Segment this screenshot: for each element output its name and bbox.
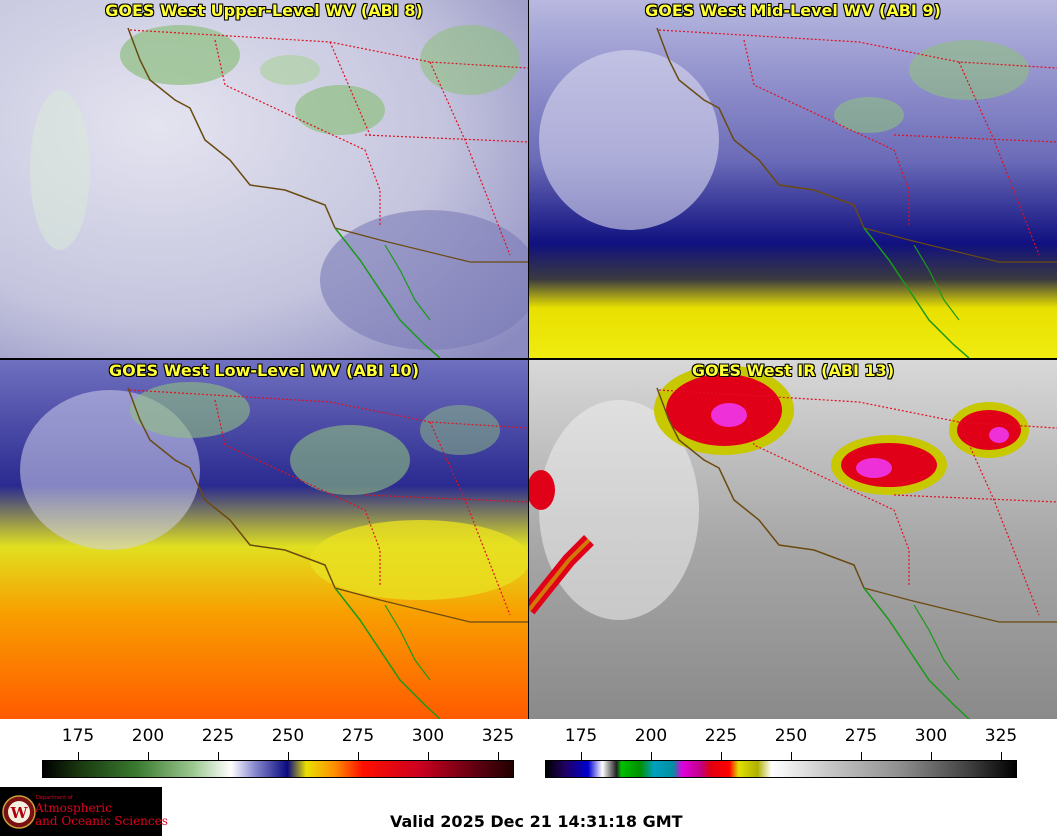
ir-tick-mark [861, 752, 862, 760]
wv-tick-label: 250 [271, 726, 305, 746]
wv-tick-mark [428, 752, 429, 760]
panel-upper-level-wv: GOES West Upper-Level WV (ABI 8) [0, 0, 528, 358]
ir-tick-label: 200 [634, 726, 668, 746]
logo-atmospheric: Atmospheric [35, 801, 112, 815]
wv-tick-mark [148, 752, 149, 760]
wv-colorbar: 175 200 225 250 275 300 325 [0, 726, 528, 806]
panel-title: GOES West Low-Level WV (ABI 10) [108, 361, 419, 380]
ir-tick-label: 250 [774, 726, 808, 746]
wv-tick-mark [498, 752, 499, 760]
wv-tick-label: 225 [201, 726, 235, 746]
wv-tick-mark [218, 752, 219, 760]
wv-tick-label: 200 [131, 726, 165, 746]
wv-tick-label: 300 [411, 726, 445, 746]
panel-title: GOES West IR (ABI 13) [691, 361, 895, 380]
ir-tick-label: 325 [984, 726, 1018, 746]
wv-tick-label: 325 [481, 726, 515, 746]
panel-mid-level-wv: GOES West Mid-Level WV (ABI 9) [529, 0, 1057, 358]
panel-ir: GOES West IR (ABI 13) [529, 360, 1057, 719]
ir-colorbar: 175 200 225 250 275 300 325 [529, 726, 1057, 806]
wv-tick-label: 275 [341, 726, 375, 746]
ir-tick-label: 175 [564, 726, 598, 746]
panel-divider-horizontal [0, 358, 1057, 360]
ir-tick-label: 300 [914, 726, 948, 746]
logo-dept-of: Department of [36, 795, 73, 801]
wv-tick-label: 175 [61, 726, 95, 746]
mid-level-wv-image [529, 0, 1057, 358]
uw-seal-icon: W [2, 795, 36, 829]
panel-low-level-wv: GOES West Low-Level WV (ABI 10) [0, 360, 528, 719]
ir-tick-mark [581, 752, 582, 760]
wv-tick-mark [288, 752, 289, 760]
upper-level-wv-image [0, 0, 528, 358]
valid-time: Valid 2025 Dec 21 14:31:18 GMT [390, 812, 683, 831]
ir-tick-mark [651, 752, 652, 760]
aos-logo: W Department of Atmospheric and Oceanic … [0, 787, 168, 836]
ir-image [529, 360, 1057, 719]
svg-text:W: W [10, 804, 29, 822]
ir-tick-mark [931, 752, 932, 760]
logo-oceanic-sciences: and Oceanic Sciences [35, 814, 168, 828]
wv-tick-mark [358, 752, 359, 760]
ir-tick-mark [1001, 752, 1002, 760]
ir-tick-mark [791, 752, 792, 760]
panel-title: GOES West Mid-Level WV (ABI 9) [645, 1, 941, 20]
ir-tick-mark [721, 752, 722, 760]
wv-color-ramp [42, 760, 514, 778]
ir-tick-label: 275 [844, 726, 878, 746]
wv-tick-mark [78, 752, 79, 760]
panel-title: GOES West Upper-Level WV (ABI 8) [105, 1, 423, 20]
ir-color-ramp [545, 760, 1017, 778]
ir-tick-label: 225 [704, 726, 738, 746]
low-level-wv-image [0, 360, 528, 719]
